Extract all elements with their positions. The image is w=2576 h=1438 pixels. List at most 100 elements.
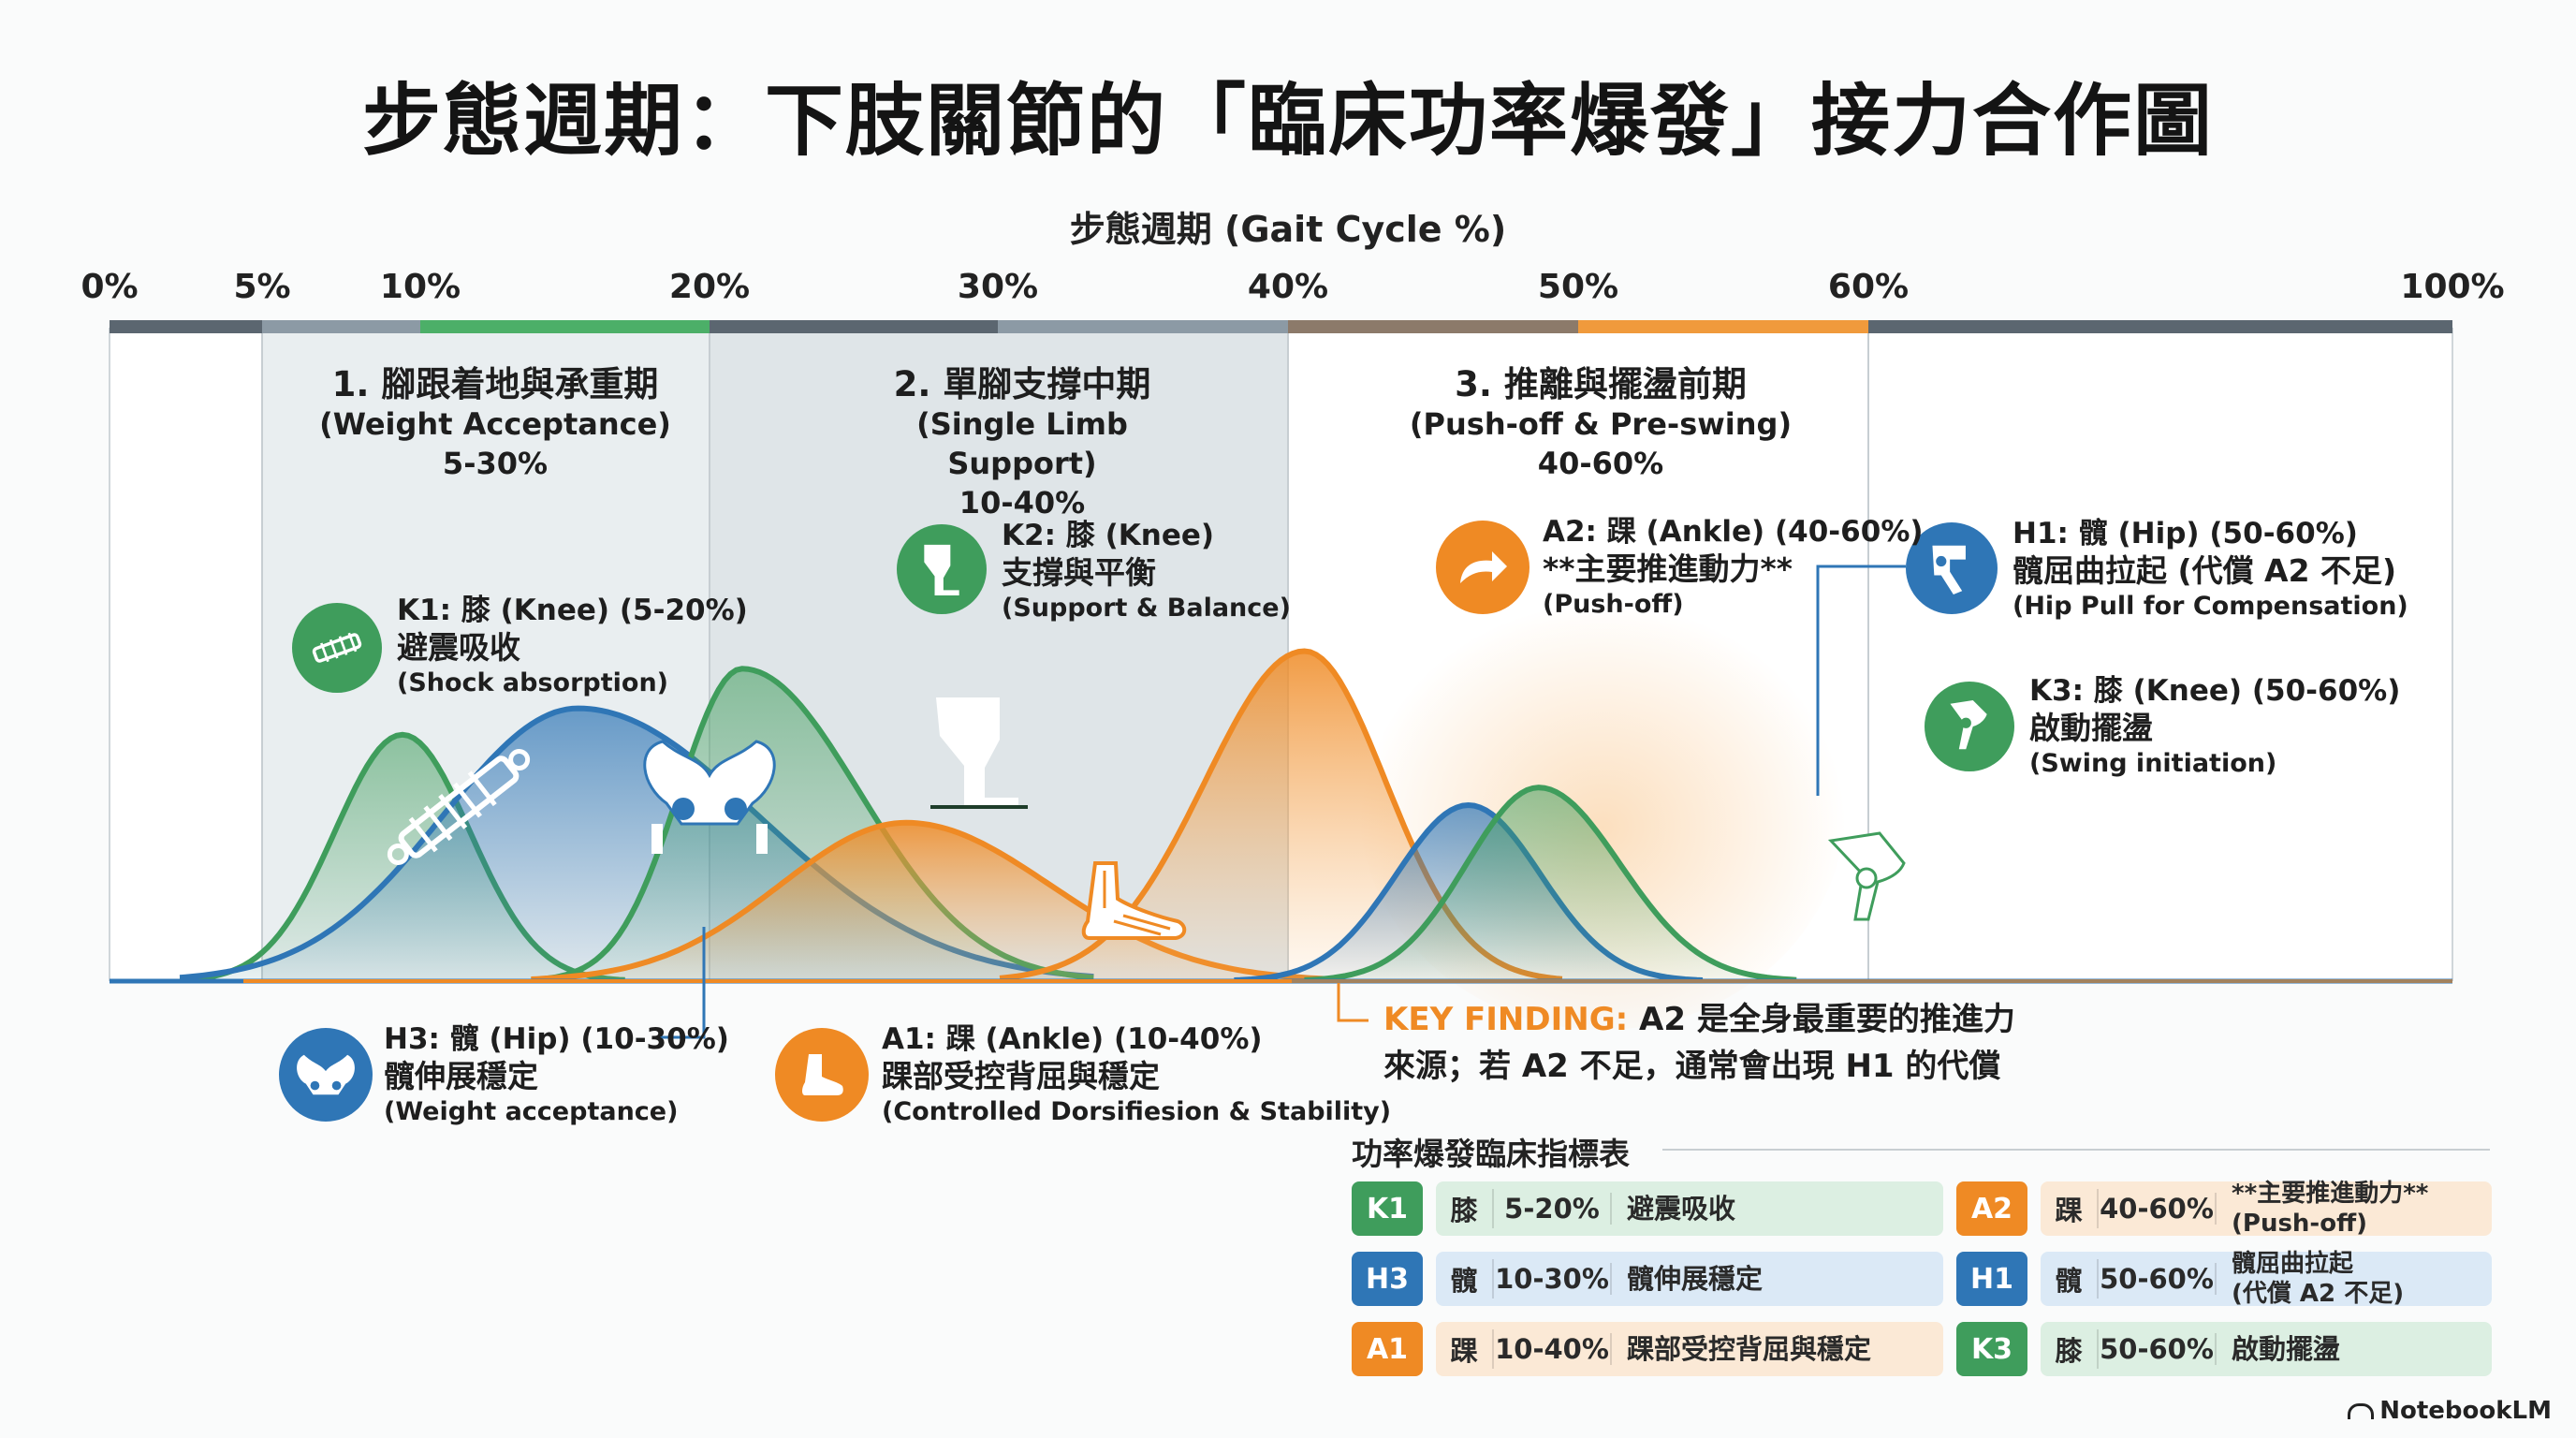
pelvis-icon [643, 740, 776, 854]
phase-3-header: 3. 推離與擺盪前期 (Push-off & Pre-swing) 40-60% [1404, 365, 1797, 483]
a2-head: A2: 踝 (Ankle) (40-60%) [1543, 515, 1924, 549]
h3-connector [657, 927, 706, 1039]
knee-badge-icon [897, 524, 987, 614]
phase-2-en: (Single Limb Support) [916, 406, 1128, 481]
table-row-h3: H3 髖 10-30% 髖伸展穩定 [1352, 1252, 1943, 1306]
joint-cell: 膝 [1436, 1189, 1494, 1228]
timeline-green-segment [420, 320, 710, 333]
phase-3-en: (Push-off & Pre-swing) [1409, 406, 1793, 442]
spring-badge-icon [292, 603, 382, 693]
callout-k2: K2: 膝 (Knee) 支撐與平衡 (Support & Balance) [1002, 517, 1291, 625]
key-finding-connector [1337, 983, 1368, 1022]
range-cell: 10-30% [1494, 1263, 1612, 1295]
table-row-k1: K1 膝 5-20% 避震吸收 [1352, 1181, 1943, 1236]
callout-h1: H1: 髖 (Hip) (50-60%) 髖屈曲拉起 (代償 A2 不足) (H… [2012, 515, 2408, 624]
table-left-column: K1 膝 5-20% 避震吸收 H3 髖 10-30% 髖伸展穩定 A1 踝 10-40%… [1352, 1181, 1943, 1376]
knee-swing-badge-icon [1925, 682, 2014, 771]
axis-title: 步態週期 (Gait Cycle %) [1069, 209, 1507, 250]
key-finding-label: KEY FINDING: [1383, 1001, 1629, 1038]
a1-zh: 踝部受控背屈與穩定 [882, 1058, 1160, 1094]
brand-logo-icon [2348, 1403, 2375, 1419]
table-row-h1: H1 髖 50-60% 髖屈曲拉起 (代償 A2 不足) [1956, 1250, 2492, 1308]
code-badge: A1 [1352, 1322, 1423, 1376]
key-finding: KEY FINDING: A2 是全身最重要的推進力 來源；若 A2 不足，通常… [1383, 996, 2015, 1090]
callout-a1: A1: 踝 (Ankle) (10-40%) 踝部受控背屈與穩定 (Contro… [882, 1020, 1391, 1129]
a1-head: A1: 踝 (Ankle) (10-40%) [882, 1022, 1263, 1056]
function-cell: 避震吸收 [1627, 1193, 1736, 1225]
callout-a2: A2: 踝 (Ankle) (40-60%) **主要推進動力** (Push-… [1543, 513, 1924, 622]
key-finding-line2: 來源；若 A2 不足，通常會出現 H1 的代償 [1383, 1048, 2001, 1085]
h3-en: (Weight acceptance) [384, 1097, 679, 1126]
foot-bones-icon [1081, 861, 1187, 940]
table-row-a2: A2 踝 40-60% **主要推進動力** (Push-off) [1956, 1180, 2492, 1238]
joint-cell: 髖 [2041, 1259, 2099, 1299]
pelvis-badge-icon [279, 1028, 373, 1122]
foot-badge-icon [775, 1028, 869, 1122]
k1-head: K1: 膝 (Knee) (5-20%) [397, 594, 748, 627]
joint-cell: 髖 [1436, 1259, 1494, 1299]
joint-cell: 膝 [2041, 1329, 2099, 1369]
table-right-column: A2 踝 40-60% **主要推進動力** (Push-off) H1 髖 50-60… [1956, 1180, 2492, 1376]
tick-label: 20% [668, 268, 751, 306]
spring-icon [387, 749, 531, 865]
tick-label: 60% [1827, 268, 1910, 306]
h3-zh: 髖伸展穩定 [384, 1058, 538, 1094]
code-badge: A2 [1956, 1181, 2027, 1236]
code-badge: H3 [1352, 1252, 1423, 1306]
range-cell: 10-40% [1494, 1333, 1612, 1365]
curve-line-k3 [1304, 785, 1797, 983]
h1-zh: 髖屈曲拉起 (代償 A2 不足) [2012, 552, 2397, 589]
h1-en: (Hip Pull for Compensation) [2012, 592, 2408, 621]
knee-leg-icon [930, 697, 1028, 809]
push-arrow-icon [1436, 521, 1530, 614]
page-title: 步態週期：下肢關節的「臨床功率爆發」接力合作圖 [361, 75, 2214, 167]
joint-cell: 踝 [2041, 1189, 2099, 1228]
range-cell: 50-60% [2099, 1263, 2217, 1295]
range-cell: 5-20% [1494, 1193, 1612, 1225]
brand-label: NotebookLM [2348, 1397, 2552, 1425]
hip-flex-badge-icon [1906, 522, 1998, 614]
a2-en: (Push-off) [1543, 590, 1684, 619]
tick-label: 50% [1537, 268, 1619, 306]
h1-connector [1816, 565, 1906, 796]
function-cell: 踝部受控背屈與穩定 [1627, 1333, 1872, 1365]
code-badge: H1 [1956, 1252, 2027, 1306]
k2-head: K2: 膝 (Knee) [1002, 519, 1215, 552]
phase-1-en: (Weight Acceptance) [319, 406, 671, 442]
function-cell-sub: (代償 A2 不足) [2232, 1280, 2405, 1308]
phase-1-range: 5-30% [442, 446, 549, 481]
function-cell: 髖伸展穩定 [1627, 1263, 1764, 1295]
phase-3-range: 40-60% [1537, 446, 1664, 481]
phase-2-header: 2. 單腳支撐中期 (Single Limb Support) 10-40% [844, 365, 1200, 522]
callout-k1: K1: 膝 (Knee) (5-20%) 避震吸收 (Shock absorpt… [397, 592, 748, 700]
key-finding-line1: A2 是全身最重要的推進力 [1639, 1001, 2015, 1038]
h3-head: H3: 髖 (Hip) (10-30%) [384, 1022, 729, 1056]
callout-k3: K3: 膝 (Knee) (50-60%) 啟動擺盪 (Swing initia… [2029, 672, 2400, 781]
k1-zh: 避震吸收 [397, 629, 520, 666]
function-cell-sub: (Push-off) [2232, 1210, 2368, 1238]
k1-en: (Shock absorption) [397, 668, 668, 697]
phase-1-header: 1. 腳跟着地與承重期 (Weight Acceptance) 5-30% [299, 365, 692, 483]
code-badge: K3 [1956, 1322, 2027, 1376]
table-row-k3: K3 膝 50-60% 啟動擺盪 [1956, 1322, 2492, 1376]
joint-cell: 踝 [1436, 1329, 1494, 1369]
range-cell: 50-60% [2099, 1333, 2217, 1365]
phase-2-name: 2. 單腳支撐中期 [893, 364, 1151, 404]
tick-label: 0% [80, 268, 139, 306]
tick-label: 40% [1247, 268, 1329, 306]
k2-en: (Support & Balance) [1002, 594, 1291, 623]
tick-label: 30% [957, 268, 1039, 306]
phase-1-name: 1. 腳跟着地與承重期 [331, 364, 659, 404]
k3-en: (Swing initiation) [2029, 749, 2277, 778]
function-cell: 髖屈曲拉起 [2232, 1250, 2354, 1278]
a2-zh: **主要推進動力** [1543, 550, 1793, 587]
function-cell: 啟動擺盪 [2232, 1333, 2341, 1365]
a1-en: (Controlled Dorsifiesion & Stability) [882, 1097, 1392, 1126]
knee-joint-icon [1827, 831, 1906, 921]
tick-label: 10% [379, 268, 461, 306]
table-row-a1: A1 踝 10-40% 踝部受控背屈與穩定 [1352, 1322, 1943, 1376]
curve-area-k2 [531, 668, 1094, 981]
timeline-orange-segment [1578, 320, 1868, 333]
callout-h3: H3: 髖 (Hip) (10-30%) 髖伸展穩定 (Weight accep… [384, 1020, 729, 1129]
